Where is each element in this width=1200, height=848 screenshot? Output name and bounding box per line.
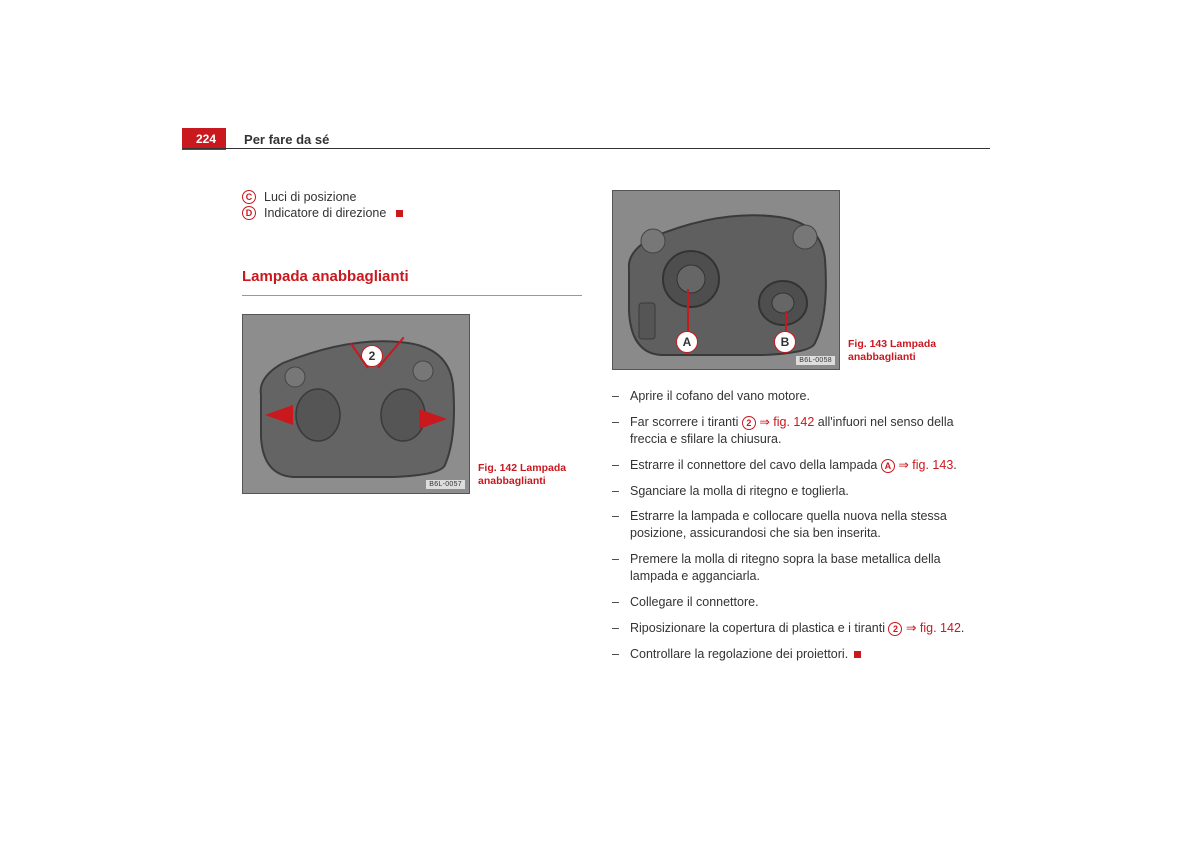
legend-text: Indicatore di direzione xyxy=(264,206,386,220)
arrow-left-icon xyxy=(265,405,293,425)
section-heading: Lampada anabbaglianti xyxy=(242,268,582,285)
end-mark-icon xyxy=(854,651,861,658)
left-column: C Luci di posizione D Indicatore di dire… xyxy=(242,190,582,672)
dash-icon: – xyxy=(612,551,630,585)
instruction-item: –Controllare la regolazione dei proietto… xyxy=(612,646,990,663)
reference-arrow-icon: ⇒ xyxy=(756,415,773,429)
header-rule xyxy=(182,148,990,149)
instruction-item: –Estrarre il connettore del cavo della l… xyxy=(612,457,990,474)
figure-142: 2 B6L-0057 xyxy=(242,314,470,494)
dash-icon: – xyxy=(612,457,630,474)
legend-letter: D xyxy=(242,206,256,220)
figure-reference: fig. 142 xyxy=(773,415,814,429)
figure-id-tag: B6L-0057 xyxy=(426,480,465,489)
figure-reference: fig. 143 xyxy=(912,458,953,472)
instruction-item: –Collegare il connettore. xyxy=(612,594,990,611)
right-column: A B B6L-0058 Fig. 143 Lampada anabbaglia… xyxy=(612,190,990,672)
instruction-text: Riposizionare la copertura di plastica e… xyxy=(630,620,990,637)
instruction-item: –Riposizionare la copertura di plastica … xyxy=(612,620,990,637)
dash-icon: – xyxy=(612,483,630,500)
instruction-item: –Premere la molla di ritegno sopra la ba… xyxy=(612,551,990,585)
arrow-right-icon xyxy=(419,409,447,429)
figure-id-tag: B6L-0058 xyxy=(796,356,835,365)
reference-arrow-icon: ⇒ xyxy=(895,458,912,472)
instruction-list: –Aprire il cofano del vano motore.–Far s… xyxy=(612,388,990,663)
figure-143: A B B6L-0058 xyxy=(612,190,840,370)
legend-text: Luci di posizione xyxy=(264,190,356,204)
instruction-text: Controllare la regolazione dei proiettor… xyxy=(630,646,990,663)
instruction-text: Aprire il cofano del vano motore. xyxy=(630,388,990,405)
figure-142-row: 2 B6L-0057 Fig. 142 Lampada anabbagliant… xyxy=(242,314,582,494)
callout-b: B xyxy=(774,331,796,353)
instruction-text: Estrarre la lampada e collocare quella n… xyxy=(630,508,990,542)
page-header: 224 Per fare da sé xyxy=(182,128,329,150)
legend-letter: C xyxy=(242,190,256,204)
dash-icon: – xyxy=(612,388,630,405)
instruction-item: –Sganciare la molla di ritegno e toglier… xyxy=(612,483,990,500)
instruction-item: –Far scorrere i tiranti 2 ⇒ fig. 142 all… xyxy=(612,414,990,448)
instruction-text: Collegare il connettore. xyxy=(630,594,990,611)
instruction-item: –Estrarre la lampada e collocare quella … xyxy=(612,508,990,542)
end-mark-icon xyxy=(396,210,403,217)
content-area: C Luci di posizione D Indicatore di dire… xyxy=(242,190,990,672)
dash-icon: – xyxy=(612,414,630,448)
reference-arrow-icon: ⇒ xyxy=(902,621,919,635)
page-title: Per fare da sé xyxy=(226,132,329,147)
callout-a: A xyxy=(676,331,698,353)
figure-reference: fig. 142 xyxy=(920,621,961,635)
legend-item: D Indicatore di direzione xyxy=(242,206,582,220)
inline-callout: 2 xyxy=(888,622,902,636)
page-number-badge: 224 xyxy=(182,128,226,150)
heading-rule xyxy=(242,295,582,296)
figure-142-caption: Fig. 142 Lampada anabbaglianti xyxy=(478,462,578,494)
headlight-rear-open-icon xyxy=(613,191,840,370)
dash-icon: – xyxy=(612,594,630,611)
callout-line xyxy=(687,289,689,333)
instruction-text: Far scorrere i tiranti 2 ⇒ fig. 142 all'… xyxy=(630,414,990,448)
instruction-item: –Aprire il cofano del vano motore. xyxy=(612,388,990,405)
instruction-text: Premere la molla di ritegno sopra la bas… xyxy=(630,551,990,585)
legend-list: C Luci di posizione D Indicatore di dire… xyxy=(242,190,582,220)
legend-item: C Luci di posizione xyxy=(242,190,582,204)
inline-callout: 2 xyxy=(742,416,756,430)
instruction-text: Sganciare la molla di ritegno e toglierl… xyxy=(630,483,990,500)
figure-143-caption: Fig. 143 Lampada anabbaglianti xyxy=(848,338,948,370)
dash-icon: – xyxy=(612,620,630,637)
inline-callout: A xyxy=(881,459,895,473)
dash-icon: – xyxy=(612,646,630,663)
figure-143-row: A B B6L-0058 Fig. 143 Lampada anabbaglia… xyxy=(612,190,990,370)
dash-icon: – xyxy=(612,508,630,542)
instruction-text: Estrarre il connettore del cavo della la… xyxy=(630,457,990,474)
